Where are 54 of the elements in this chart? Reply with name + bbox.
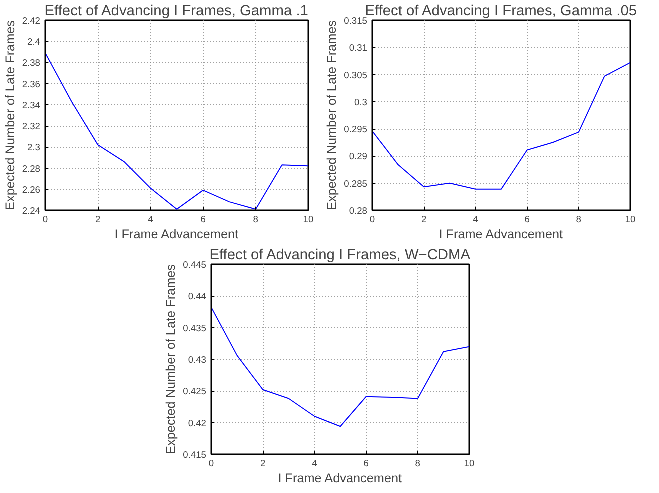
y-tick-label: 2.28 [22, 164, 40, 174]
x-tick-label: 10 [464, 458, 475, 468]
x-tick-label: 2 [96, 214, 101, 224]
y-tick-label: 0.425 [183, 386, 206, 397]
x-tick-label: 4 [148, 214, 154, 224]
y-tick-label: 2.36 [22, 79, 40, 90]
x-tick-label: 2 [422, 214, 427, 224]
y-tick-label: 0.435 [183, 323, 206, 334]
x-tick-label: 4 [473, 214, 478, 224]
x-tick-label: 4 [312, 458, 318, 468]
y-tick-label: 0.315 [344, 16, 368, 26]
y-tick-label: 0.415 [183, 450, 206, 460]
y-axis-title: Expected Number of Late Frames [325, 20, 340, 210]
y-tick-label: 2.24 [22, 206, 40, 216]
y-tick-label: 0.305 [344, 70, 368, 80]
x-tick-label: 0 [208, 458, 214, 468]
y-tick-label: 0.44 [188, 292, 206, 302]
y-tick-label: 2.26 [22, 184, 40, 195]
x-tick-label: 0 [42, 214, 48, 224]
x-tick-label: 6 [364, 458, 369, 468]
x-axis-title: I Frame Advancement [114, 228, 240, 242]
y-tick-label: 2.32 [22, 122, 40, 132]
y-tick-label: 0.445 [183, 260, 206, 270]
x-axis-title: I Frame Advancement [439, 228, 564, 242]
y-tick-label: 2.34 [22, 100, 40, 110]
y-tick-label: 0.42 [188, 418, 206, 428]
y-tick-label: 2.3 [28, 142, 40, 153]
x-tick-label: 8 [415, 458, 421, 468]
y-tick-label: 2.38 [22, 58, 40, 68]
x-tick-label: 6 [524, 214, 530, 224]
chart-title: Effect of Advancing I Frames, Gamma .05 [365, 4, 638, 20]
line-series [372, 62, 630, 190]
x-tick-label: 8 [253, 214, 259, 224]
x-axis-title: I Frame Advancement [278, 472, 403, 486]
y-tick-label: 2.42 [22, 16, 40, 26]
x-tick-label: 10 [625, 214, 636, 224]
chart-title: Effect of Advancing I Frames, W−CDMA [210, 248, 471, 264]
y-tick-label: 0.28 [349, 206, 368, 216]
y-axis-title: Expected Number of Late Frames [3, 20, 18, 210]
x-tick-label: 2 [260, 458, 266, 468]
y-tick-label: 0.3 [354, 97, 368, 108]
y-tick-label: 2.4 [28, 37, 40, 48]
chart-title: Effect of Advancing I Frames, Gamma .1 [44, 4, 308, 20]
y-tick-label: 0.31 [349, 43, 368, 54]
x-tick-label: 6 [200, 214, 206, 224]
x-tick-label: 8 [576, 214, 582, 224]
x-tick-label: 10 [303, 214, 314, 224]
line-series [212, 307, 470, 428]
y-tick-label: 0.285 [344, 178, 368, 189]
y-tick-label: 0.29 [349, 152, 368, 162]
y-axis-title: Expected Number of Late Frames [164, 264, 178, 454]
y-tick-label: 0.295 [344, 124, 368, 135]
x-tick-label: 0 [370, 214, 376, 224]
y-tick-label: 0.43 [188, 355, 206, 365]
